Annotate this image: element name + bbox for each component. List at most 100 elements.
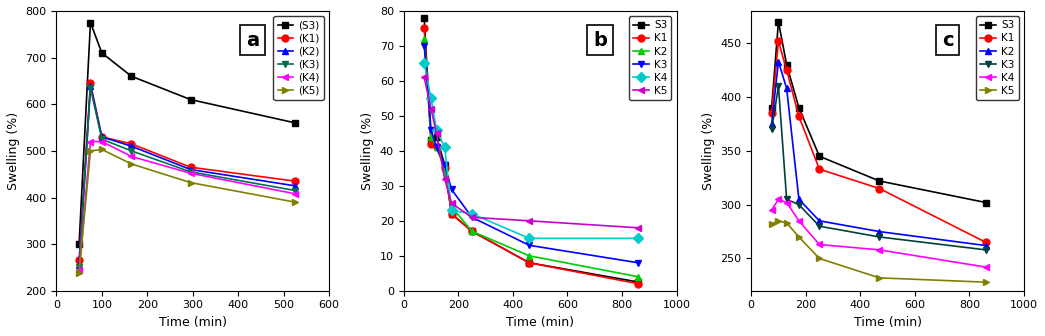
K1 [979, 240, 992, 244]
K3 [979, 248, 992, 252]
Line: K3: K3 [421, 42, 642, 266]
K2 [632, 275, 645, 279]
K4 [979, 265, 992, 269]
K3 [772, 84, 785, 88]
S3 [632, 280, 645, 284]
K5 [418, 75, 431, 79]
K5 [772, 219, 785, 223]
K2 [439, 166, 451, 170]
K4 [439, 145, 451, 150]
K1 [813, 167, 826, 171]
S3 [979, 201, 992, 205]
S3 [445, 212, 458, 216]
S3 [73, 242, 86, 246]
K5 [288, 200, 301, 204]
S3 [781, 63, 793, 67]
K2 [781, 86, 793, 90]
K4 [95, 139, 108, 143]
K3 [85, 86, 97, 90]
Legend: S3, K1, K2, K3, K4, K5: S3, K1, K2, K3, K4, K5 [629, 16, 672, 100]
K4 [632, 236, 645, 240]
K3 [288, 188, 301, 193]
K3 [781, 197, 793, 201]
K2 [125, 144, 138, 148]
K4 [466, 212, 479, 216]
K4 [772, 197, 785, 201]
K2 [73, 263, 86, 267]
K4 [874, 248, 886, 252]
X-axis label: Time (min): Time (min) [506, 316, 574, 329]
K3 [793, 203, 806, 207]
Line: K1: K1 [421, 25, 642, 287]
S3 [874, 179, 886, 183]
K3 [431, 145, 443, 150]
K5 [466, 215, 479, 219]
K5 [95, 148, 108, 152]
K3 [874, 235, 886, 239]
K4 [125, 155, 138, 159]
K4 [184, 171, 196, 175]
K5 [439, 177, 451, 181]
S3 [184, 97, 196, 101]
S3 [95, 51, 108, 55]
Legend: (S3), (K1), (K2), (K3), (K4), (K5): (S3), (K1), (K2), (K3), (K4), (K5) [274, 16, 324, 100]
S3 [466, 229, 479, 233]
K5 [445, 201, 458, 205]
K1 [874, 186, 886, 191]
K5 [781, 221, 793, 225]
S3 [772, 20, 785, 24]
K4 [445, 208, 458, 212]
K4 [85, 139, 97, 143]
K4 [431, 128, 443, 132]
S3 [288, 121, 301, 125]
K3 [424, 128, 437, 132]
S3 [85, 20, 97, 25]
K5 [793, 235, 806, 239]
K3 [125, 149, 138, 153]
K2 [424, 135, 437, 139]
S3 [125, 74, 138, 78]
S3 [418, 16, 431, 20]
K4 [781, 201, 793, 205]
Line: K2: K2 [421, 36, 642, 280]
K3 [73, 265, 86, 269]
K1 [95, 135, 108, 139]
S3 [522, 261, 535, 265]
K1 [288, 179, 301, 183]
S3 [793, 106, 806, 110]
K1 [125, 142, 138, 146]
S3 [439, 163, 451, 167]
K2 [765, 122, 777, 126]
K5 [184, 180, 196, 184]
S3 [424, 138, 437, 142]
K3 [813, 224, 826, 228]
K1 [781, 68, 793, 72]
K2 [813, 219, 826, 223]
Line: K4: K4 [75, 138, 299, 273]
K2 [418, 37, 431, 41]
K3 [632, 261, 645, 265]
Line: K2: K2 [768, 58, 990, 249]
K1 [772, 39, 785, 43]
K3 [522, 243, 535, 247]
K1 [445, 212, 458, 216]
K1 [73, 258, 86, 262]
K2 [95, 135, 108, 139]
K1 [418, 27, 431, 31]
X-axis label: Time (min): Time (min) [159, 316, 227, 329]
Y-axis label: Swelling (%): Swelling (%) [702, 112, 715, 190]
K1 [431, 145, 443, 150]
K5 [813, 256, 826, 260]
Line: K5: K5 [421, 74, 642, 231]
K4 [813, 243, 826, 247]
Line: K5: K5 [75, 146, 299, 277]
K1 [632, 282, 645, 286]
K2 [979, 244, 992, 248]
X-axis label: Time (min): Time (min) [854, 316, 922, 329]
Line: K4: K4 [768, 196, 990, 270]
K1 [466, 229, 479, 233]
Line: K1: K1 [75, 80, 299, 264]
K3 [418, 44, 431, 48]
Text: b: b [594, 31, 607, 49]
K2 [85, 84, 97, 88]
